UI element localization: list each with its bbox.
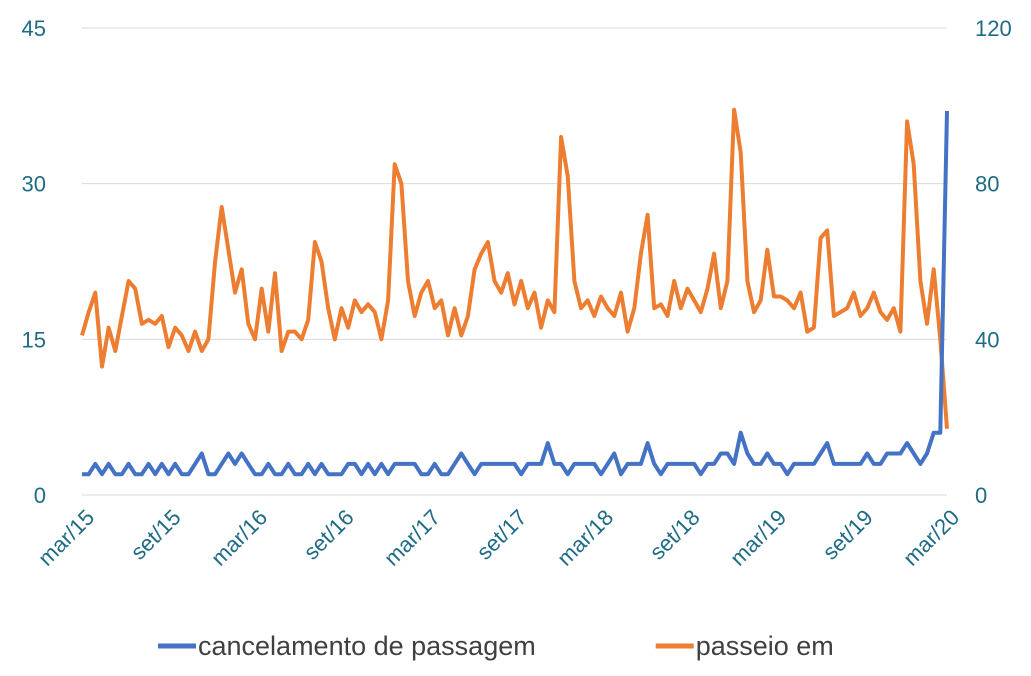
y-tick-label: 30 (22, 172, 46, 197)
x-tick-label: mar/15 (33, 505, 99, 571)
series-line (82, 110, 949, 477)
x-tick-label: mar/20 (898, 505, 964, 571)
x-tick-label: set/17 (472, 505, 532, 565)
x-tick-label: mar/16 (206, 505, 272, 571)
x-tick-label: set/18 (645, 505, 705, 565)
y2-tick-label: 120 (975, 16, 1012, 41)
y2-tick-label: 0 (975, 483, 987, 508)
y-tick-label: 15 (22, 327, 46, 352)
series-line (80, 107, 949, 429)
y2-tick-label: 40 (975, 327, 999, 352)
legend-label: cancelamento de passagem (198, 631, 536, 661)
x-tick-label: mar/17 (379, 505, 445, 571)
y-tick-label: 45 (22, 16, 46, 41)
x-tick-label: mar/19 (725, 505, 791, 571)
y-tick-label: 0 (34, 483, 46, 508)
x-tick-label: set/19 (818, 505, 878, 565)
x-tick-label: set/16 (299, 505, 359, 565)
x-tick-label: set/15 (126, 505, 186, 565)
legend-label: passeio em (696, 631, 834, 661)
x-tick-label: mar/18 (552, 505, 618, 571)
y2-tick-label: 80 (975, 172, 999, 197)
